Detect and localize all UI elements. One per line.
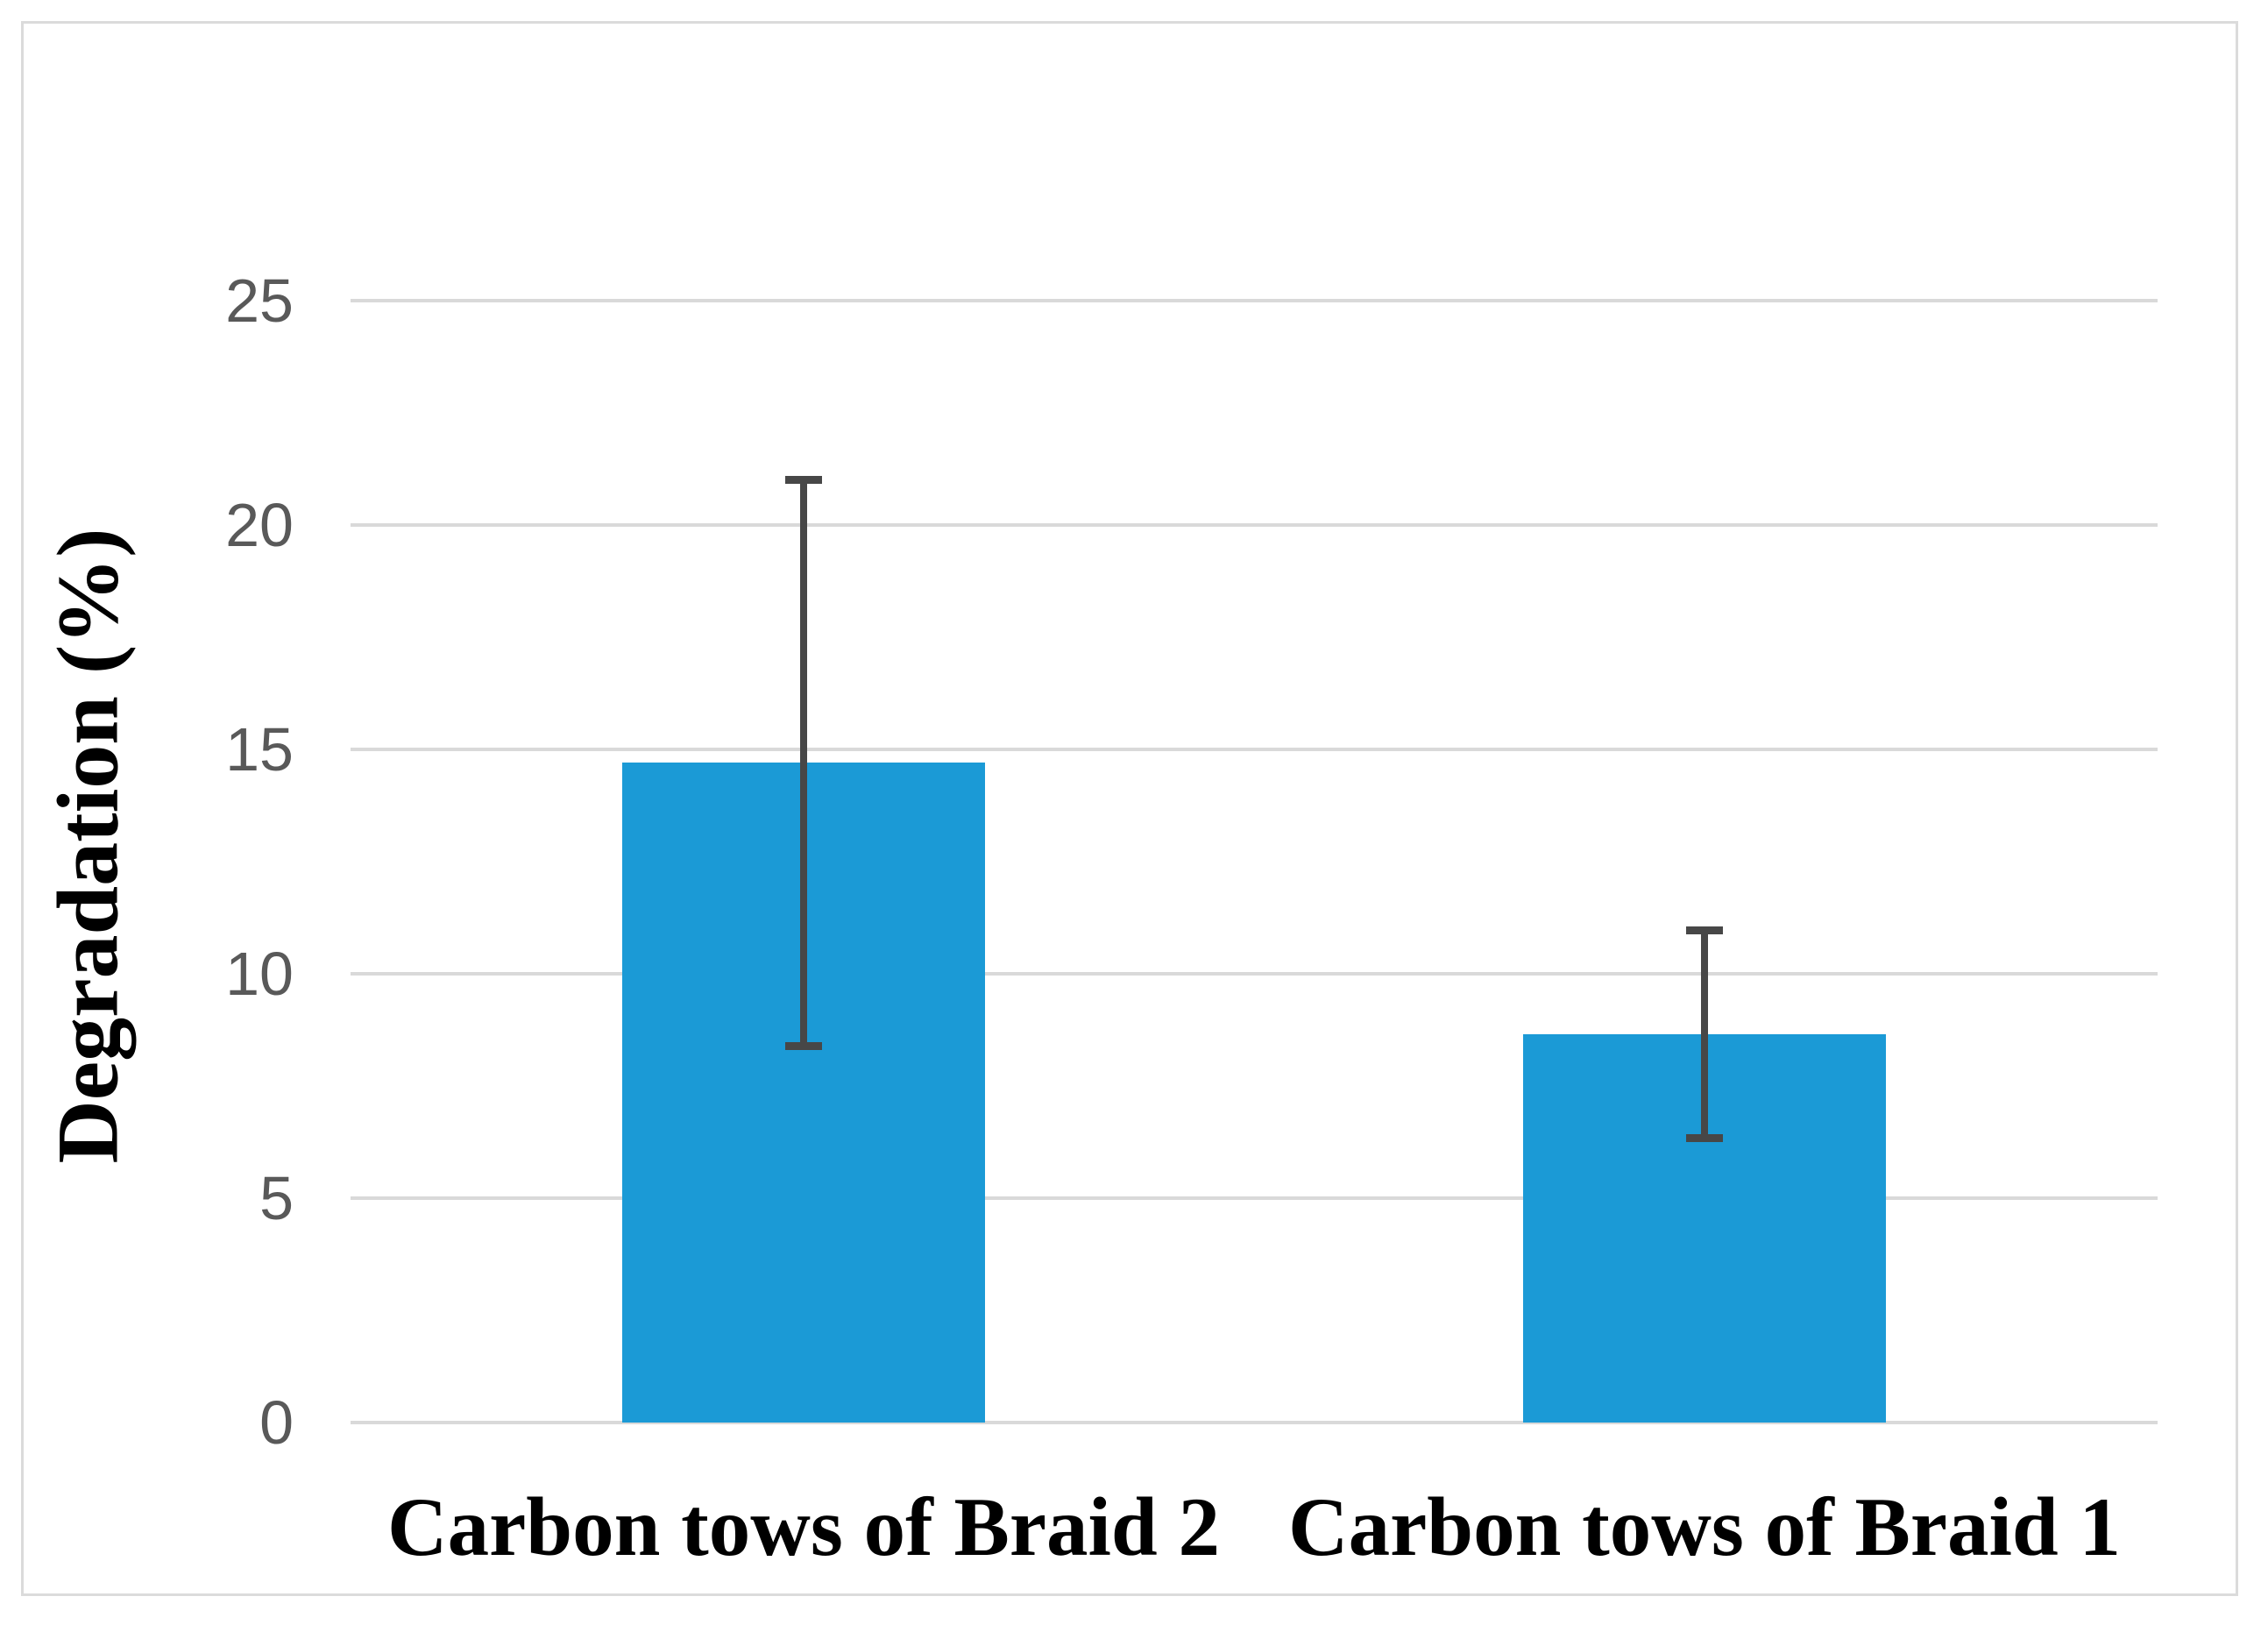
gridline-y-0 — [351, 1421, 2158, 1424]
error-bar-bottom-cap-1 — [785, 1042, 822, 1051]
y-tick-label-5: 5 — [259, 1164, 294, 1232]
y-tick-label-20: 20 — [225, 491, 294, 559]
gridline-y-10 — [351, 972, 2158, 976]
y-tick-label-15: 15 — [225, 715, 294, 784]
gridline-y-15 — [351, 748, 2158, 751]
error-bar-bottom-cap-2 — [1686, 1134, 1723, 1142]
error-bar-top-cap-1 — [785, 475, 822, 484]
figure-border — [21, 21, 2238, 1596]
error-bar-top-cap-2 — [1686, 926, 1723, 935]
gridline-y-25 — [351, 299, 2158, 302]
error-bar-line-1 — [800, 475, 807, 1051]
x-category-label-1: Carbon tows of Braid 2 — [386, 1480, 1221, 1573]
y-tick-label-10: 10 — [225, 940, 294, 1008]
gridline-y-20 — [351, 523, 2158, 527]
y-tick-label-25: 25 — [225, 266, 294, 335]
gridline-y-5 — [351, 1196, 2158, 1200]
y-axis-title: Degradation (%) — [39, 528, 137, 1164]
y-tick-label-0: 0 — [259, 1388, 294, 1457]
error-bar-line-2 — [1701, 926, 1708, 1142]
x-category-label-2: Carbon tows of Braid 1 — [1287, 1480, 2122, 1573]
